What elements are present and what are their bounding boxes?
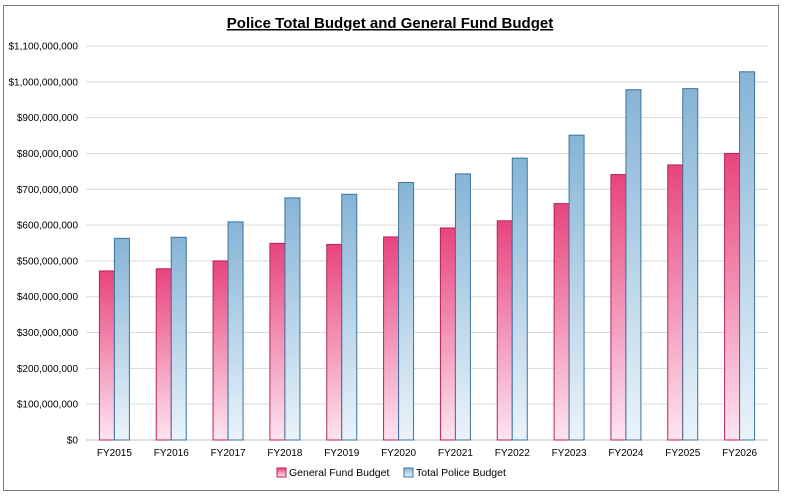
x-tick-label: FY2016 xyxy=(154,448,189,459)
bar-total-police-budget-fy2017 xyxy=(227,221,244,441)
bar-total-police-budget-fy2021 xyxy=(454,173,471,441)
y-tick-label: $600,000,000 xyxy=(17,221,79,232)
x-tick-label: FY2015 xyxy=(97,448,132,459)
bar-general-fund-budget-fy2025 xyxy=(667,164,684,441)
x-tick-label: FY2024 xyxy=(608,448,643,459)
x-tick-label: FY2022 xyxy=(495,448,530,459)
bar-general-fund-budget-fy2016 xyxy=(155,268,172,441)
x-tick-label: FY2021 xyxy=(438,448,473,459)
bar-total-police-budget-fy2020 xyxy=(398,181,415,441)
bar-general-fund-budget-fy2021 xyxy=(439,227,456,441)
bar-total-police-budget-fy2025 xyxy=(682,88,699,441)
x-tick-label: FY2025 xyxy=(665,448,700,459)
bar-general-fund-budget-fy2023 xyxy=(553,203,570,441)
gridlines xyxy=(86,45,768,441)
bar-general-fund-budget-fy2022 xyxy=(496,220,513,441)
y-tick-label: $0 xyxy=(67,436,79,447)
legend-label: General Fund Budget xyxy=(289,467,389,479)
bar-total-police-budget-fy2026 xyxy=(739,71,756,441)
y-tick-label: $200,000,000 xyxy=(17,364,79,375)
y-tick-label: $500,000,000 xyxy=(17,256,79,267)
x-tick-label: FY2026 xyxy=(722,448,757,459)
x-tick-label: FY2017 xyxy=(211,448,246,459)
y-axis-ticks: $0 $100,000,000 $200,000,000 $300,000,000 $4… xyxy=(8,42,78,447)
y-tick-label: $900,000,000 xyxy=(17,113,79,124)
bar-general-fund-budget-fy2018 xyxy=(269,242,286,441)
y-tick-label: $700,000,000 xyxy=(17,185,79,196)
legend-swatch xyxy=(276,467,287,478)
bar-total-police-budget-fy2016 xyxy=(170,236,187,441)
bar-total-police-budget-fy2015 xyxy=(113,237,130,441)
bar-general-fund-budget-fy2026 xyxy=(724,152,741,441)
x-tick-label: FY2023 xyxy=(552,448,587,459)
x-tick-label: FY2018 xyxy=(267,448,302,459)
bar-total-police-budget-fy2019 xyxy=(341,193,358,441)
bar-total-police-budget-fy2024 xyxy=(625,89,642,441)
legend-swatch xyxy=(403,467,414,478)
bar-total-police-budget-fy2023 xyxy=(568,134,585,441)
y-tick-label: $300,000,000 xyxy=(17,328,79,339)
legend-label: Total Police Budget xyxy=(416,467,506,479)
y-tick-label: $1,000,000,000 xyxy=(8,77,78,88)
chart-title: Police Total Budget and General Fund Bud… xyxy=(227,15,553,32)
bar-general-fund-budget-fy2020 xyxy=(383,236,400,441)
bar-general-fund-budget-fy2019 xyxy=(326,243,343,441)
x-tick-label: FY2020 xyxy=(381,448,416,459)
x-axis-ticks: FY2015 FY2016 FY2017 FY2018 FY2019 FY2020 FY20… xyxy=(97,448,758,459)
y-tick-label: $400,000,000 xyxy=(17,292,79,303)
y-tick-label: $100,000,000 xyxy=(17,400,79,411)
bar-general-fund-budget-fy2024 xyxy=(610,174,627,441)
legend: General Fund Budget Total Police Budget xyxy=(276,467,506,479)
bar-total-police-budget-fy2018 xyxy=(284,197,301,441)
x-tick-label: FY2019 xyxy=(324,448,359,459)
bar-general-fund-budget-fy2015 xyxy=(98,270,115,441)
y-tick-label: $1,100,000,000 xyxy=(8,42,78,53)
bars xyxy=(98,71,756,441)
bar-total-police-budget-fy2022 xyxy=(511,157,528,441)
bar-general-fund-budget-fy2017 xyxy=(212,260,229,441)
y-tick-label: $800,000,000 xyxy=(17,149,79,160)
